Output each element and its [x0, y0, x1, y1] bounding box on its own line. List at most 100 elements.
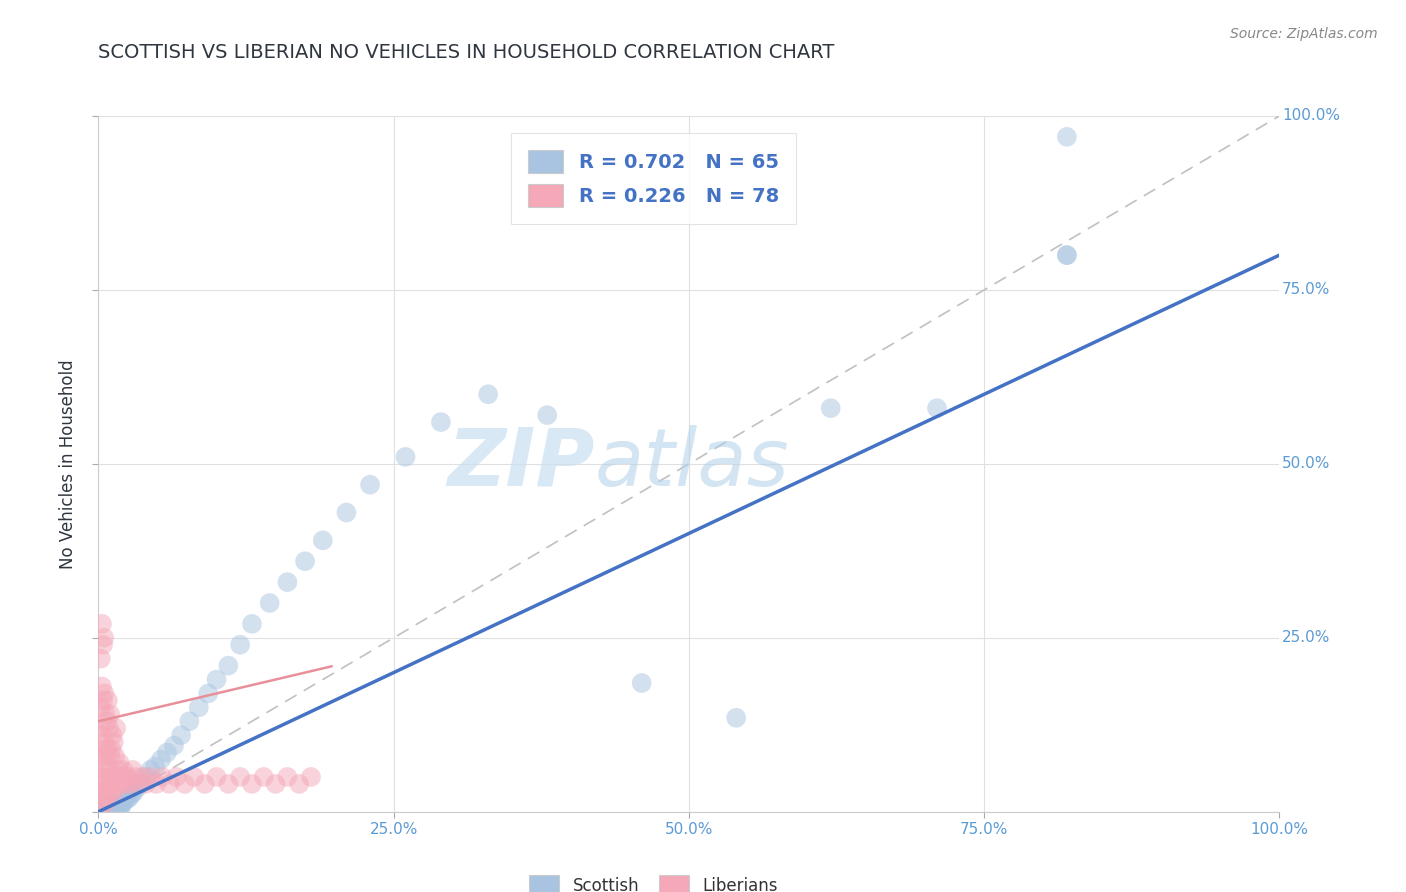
Point — [104, 749, 127, 764]
Point — [96, 790, 118, 805]
Point — [94, 784, 117, 798]
Point — [98, 800, 121, 814]
Point — [430, 415, 453, 429]
Point — [91, 802, 114, 816]
Point — [229, 638, 252, 652]
Point — [240, 777, 263, 791]
Point — [104, 802, 127, 816]
Point — [90, 700, 112, 714]
Point — [264, 777, 287, 791]
Point — [93, 686, 115, 700]
Point — [91, 742, 114, 756]
Point — [820, 401, 842, 416]
Point — [128, 777, 150, 791]
Point — [105, 799, 128, 814]
Point — [104, 784, 127, 798]
Point — [1056, 248, 1078, 262]
Point — [93, 735, 115, 749]
Point — [1056, 248, 1078, 262]
Point — [135, 770, 157, 784]
Point — [96, 803, 118, 817]
Point — [205, 770, 228, 784]
Text: 25.0%: 25.0% — [1282, 631, 1330, 645]
Point — [170, 728, 193, 742]
Point — [135, 777, 157, 791]
Point — [90, 651, 112, 665]
Text: 50.0%: 50.0% — [1282, 457, 1330, 471]
Point — [93, 797, 115, 812]
Point — [127, 780, 149, 795]
Point — [96, 756, 118, 770]
Point — [107, 797, 129, 812]
Point — [114, 777, 136, 791]
Point — [101, 770, 124, 784]
Point — [108, 756, 131, 770]
Point — [110, 801, 132, 815]
Point — [150, 770, 173, 784]
Point — [229, 770, 252, 784]
Point — [94, 802, 117, 816]
Point — [163, 739, 186, 753]
Point — [96, 714, 118, 729]
Point — [97, 742, 120, 756]
Point — [97, 803, 120, 817]
Point — [93, 770, 115, 784]
Point — [121, 763, 143, 777]
Point — [156, 746, 179, 760]
Point — [93, 800, 115, 814]
Point — [94, 707, 117, 722]
Text: ZIP: ZIP — [447, 425, 595, 503]
Point — [145, 777, 167, 791]
Point — [97, 800, 120, 814]
Point — [90, 784, 112, 798]
Point — [157, 777, 180, 791]
Point — [259, 596, 281, 610]
Text: Source: ZipAtlas.com: Source: ZipAtlas.com — [1230, 27, 1378, 41]
Point — [124, 770, 146, 784]
Point — [91, 728, 114, 742]
Legend: Scottish, Liberians: Scottish, Liberians — [523, 869, 785, 892]
Text: SCOTTISH VS LIBERIAN NO VEHICLES IN HOUSEHOLD CORRELATION CHART: SCOTTISH VS LIBERIAN NO VEHICLES IN HOUS… — [98, 44, 835, 62]
Point — [359, 477, 381, 491]
Point — [98, 802, 121, 816]
Point — [536, 408, 558, 422]
Point — [98, 721, 121, 735]
Point — [94, 749, 117, 764]
Point — [120, 777, 142, 791]
Point — [630, 676, 652, 690]
Point — [93, 803, 115, 817]
Point — [90, 801, 112, 815]
Point — [240, 616, 263, 631]
Point — [288, 777, 311, 791]
Point — [108, 800, 131, 814]
Point — [335, 506, 357, 520]
Point — [94, 798, 117, 813]
Point — [105, 801, 128, 815]
Text: atlas: atlas — [595, 425, 789, 503]
Point — [105, 770, 128, 784]
Point — [276, 575, 298, 590]
Point — [112, 763, 135, 777]
Point — [179, 714, 201, 729]
Point — [143, 759, 166, 773]
Point — [96, 801, 118, 815]
Point — [187, 700, 209, 714]
Point — [312, 533, 335, 548]
Y-axis label: No Vehicles in Household: No Vehicles in Household — [59, 359, 77, 569]
Point — [165, 770, 187, 784]
Point — [925, 401, 948, 416]
Point — [118, 790, 141, 805]
Point — [103, 777, 125, 791]
Point — [89, 770, 111, 784]
Point — [91, 777, 114, 791]
Point — [98, 707, 121, 722]
Point — [131, 770, 153, 784]
Point — [101, 728, 124, 742]
Point — [112, 794, 135, 808]
Point — [91, 799, 114, 814]
Point — [100, 742, 122, 756]
Point — [98, 749, 121, 764]
Point — [1056, 129, 1078, 144]
Point — [276, 770, 298, 784]
Point — [89, 797, 111, 812]
